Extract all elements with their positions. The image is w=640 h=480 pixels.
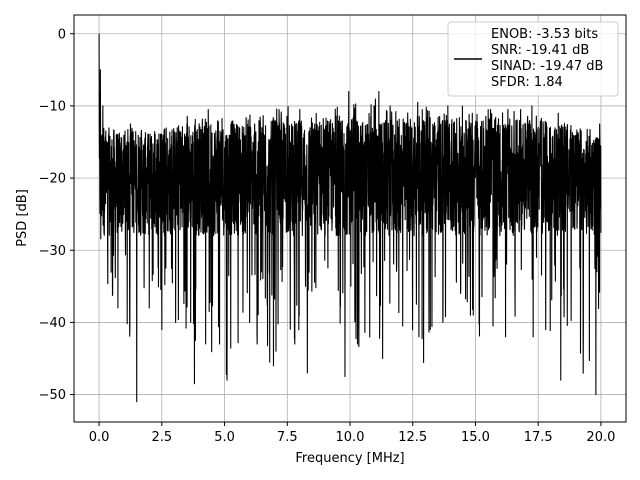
y-tick-label: 0 (58, 27, 66, 42)
legend: ENOB: -3.53 bits SNR: -19.41 dB SINAD: -… (447, 21, 619, 97)
y-tick-label: −20 (39, 172, 66, 187)
x-axis-ticks: 0.0 2.5 5.0 7.5 10.0 12.5 15.0 17.5 20.0 (89, 422, 615, 445)
y-tick-label: −50 (39, 388, 66, 403)
y-tick-label: −40 (39, 316, 66, 331)
x-tick-label: 12.5 (398, 430, 427, 445)
x-tick-label: 7.5 (277, 430, 298, 445)
y-axis-label: PSD [dB] (15, 189, 30, 247)
x-tick-label: 15.0 (461, 430, 490, 445)
y-tick-label: −10 (39, 99, 66, 114)
x-tick-label: 5.0 (214, 430, 235, 445)
x-tick-label: 10.0 (336, 430, 365, 445)
y-tick-label: −30 (39, 244, 66, 259)
x-tick-label: 0.0 (89, 430, 110, 445)
legend-snr: SNR: -19.41 dB (491, 43, 589, 58)
legend-sinad: SINAD: -19.47 dB (491, 59, 603, 74)
x-tick-label: 17.5 (524, 430, 553, 445)
psd-series-line (98, 33, 602, 403)
y-axis-ticks: 0 −10 −20 −30 −40 −50 (39, 27, 74, 403)
x-axis-label: Frequency [MHz] (295, 451, 404, 466)
x-tick-label: 2.5 (151, 430, 172, 445)
legend-enob: ENOB: -3.53 bits (491, 27, 598, 42)
plot-area (98, 33, 602, 403)
x-tick-label: 20.0 (586, 430, 615, 445)
legend-box (447, 21, 619, 97)
legend-sfdr: SFDR: 1.84 (491, 75, 563, 90)
